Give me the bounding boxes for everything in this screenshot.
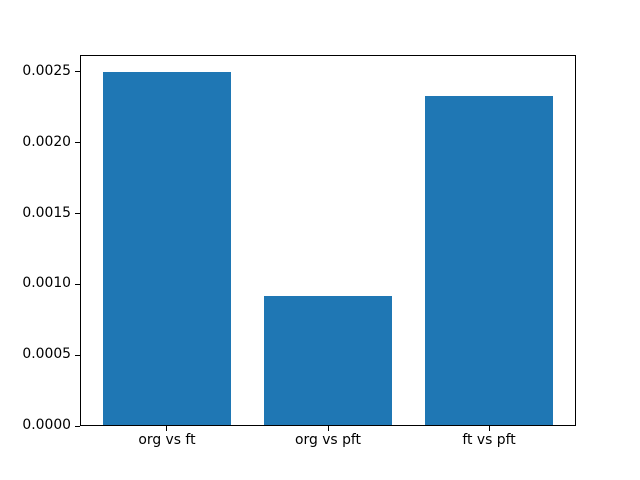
plot-area — [80, 55, 576, 426]
x-tick-mark — [327, 426, 329, 431]
y-tick-mark — [75, 354, 80, 356]
bar-org-vs-ft — [102, 72, 232, 425]
x-tick-label: ft vs pft — [462, 432, 516, 448]
y-tick-label: 0.0005 — [22, 346, 71, 363]
y-tick-mark — [75, 213, 80, 215]
y-tick-label: 0.0010 — [22, 275, 71, 292]
bar-ft-vs-pft — [424, 96, 554, 425]
y-tick-mark — [75, 283, 80, 285]
x-tick-label: org vs ft — [138, 432, 196, 448]
y-tick-label: 0.0000 — [22, 417, 71, 434]
bar-org-vs-pft — [263, 296, 393, 425]
x-tick-mark — [166, 426, 168, 431]
y-tick-label: 0.0020 — [22, 133, 71, 150]
y-tick-mark — [75, 142, 80, 144]
y-tick-label: 0.0015 — [22, 204, 71, 221]
y-tick-mark — [75, 425, 80, 427]
y-tick-mark — [75, 71, 80, 73]
y-tick-label: 0.0025 — [22, 63, 71, 80]
x-tick-mark — [488, 426, 490, 431]
x-tick-label: org vs pft — [295, 432, 361, 448]
